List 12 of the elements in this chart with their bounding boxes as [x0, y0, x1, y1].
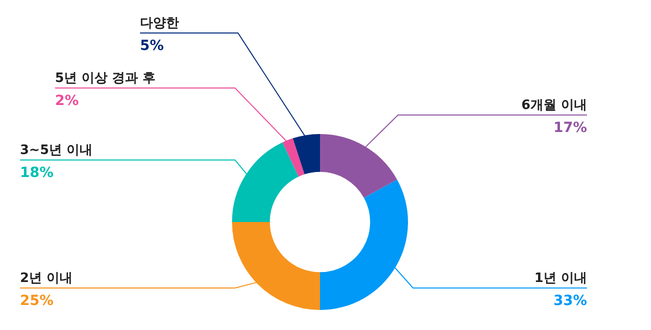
data-label: 18%	[20, 165, 54, 181]
data-label: 33%	[553, 293, 587, 309]
slice-label: 6개월 이내	[521, 98, 587, 113]
slice-label: 다양한	[140, 16, 179, 31]
slice-label: 1년 이내	[534, 271, 587, 286]
data-label: 17%	[553, 120, 587, 136]
data-label: 25%	[20, 293, 54, 309]
slice-label: 2년 이내	[20, 271, 73, 286]
slice-label: 3~5년 이내	[20, 143, 93, 158]
data-label: 5%	[140, 38, 164, 54]
data-label: 2%	[55, 93, 79, 109]
slice-label: 5년 이상 경과 후	[55, 71, 156, 86]
